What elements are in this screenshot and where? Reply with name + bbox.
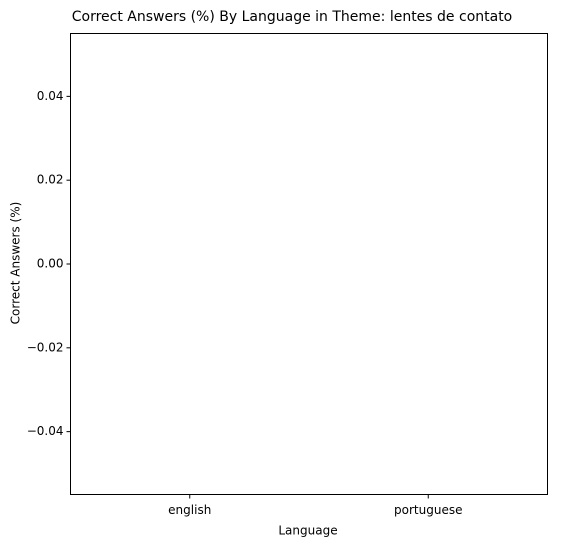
plot-frame [70,33,548,495]
y-tick-label: −0.02 [27,340,64,354]
x-tick-label: english [168,503,211,517]
y-tick-label: −0.04 [27,424,64,438]
y-tick-label: 0.02 [37,173,64,187]
y-tick-label: 0.00 [37,257,64,271]
x-axis-label: Language [278,524,337,538]
x-tick-label: portuguese [394,503,462,517]
y-tick-label: 0.04 [37,89,64,103]
y-axis-label: Correct Answers (%) [9,202,23,325]
chart-title: Correct Answers (%) By Language in Theme… [72,9,513,25]
